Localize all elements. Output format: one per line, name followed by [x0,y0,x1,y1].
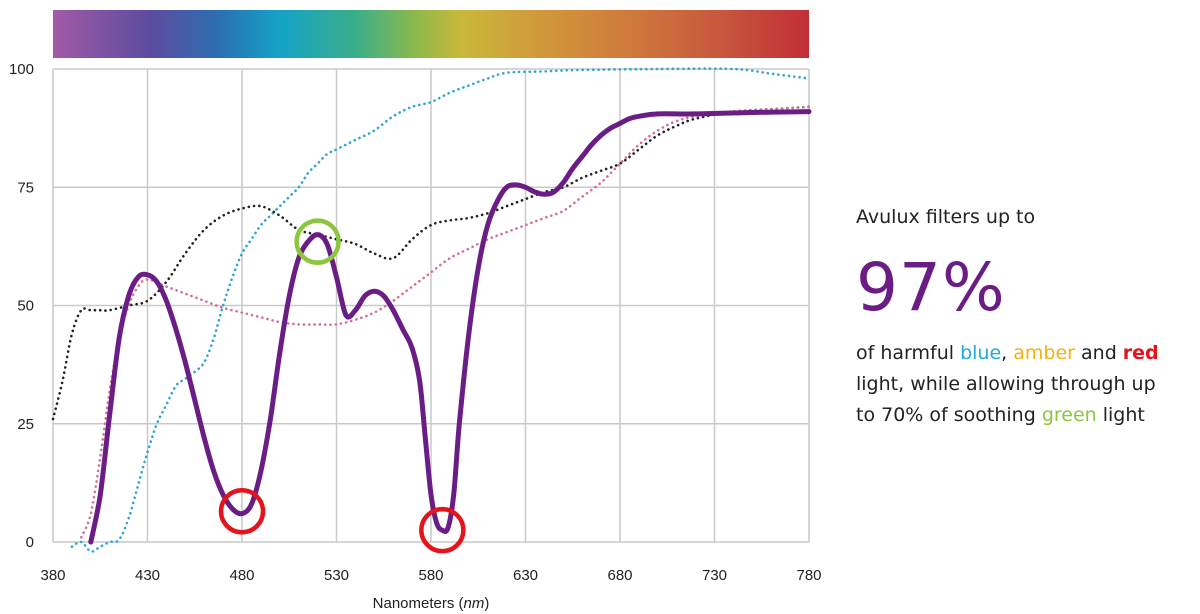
y-tick-label: 0 [26,534,34,551]
comparison-series-line [51,105,811,421]
x-tick-label: 580 [418,567,443,584]
info-panel: Avulux filters up to 97% of harmful blue… [856,204,1196,431]
green-word: green [1041,404,1097,426]
desc-text: , [1001,342,1014,364]
y-tick-label: 50 [17,298,34,315]
chart-series [51,67,812,553]
x-tick-label: 380 [40,567,65,584]
axis-ticks: 380 430 480 530 580 630 680 730 780 0 25 50 75 100 [9,61,822,584]
desc-text: light [1096,404,1145,426]
desc-text: of harmful [856,342,961,364]
y-tick-label: 25 [17,416,34,433]
highlight-marker [294,218,341,265]
description-line-2: light, while allowing through up [856,373,1156,395]
highlight-marker [419,506,466,554]
x-tick-label: 780 [796,567,821,584]
x-tick-label: 630 [513,567,538,584]
desc-text: and [1074,342,1123,364]
description-line-1: of harmful blue, amber and red [856,338,1196,369]
description-line-3: to 70% of soothing green light [856,400,1196,431]
x-tick-label: 480 [229,567,254,584]
intro-text: Avulux filters up to [856,206,1036,228]
comparison-series-line [80,105,811,539]
x-tick-label: 530 [324,567,349,584]
desc-text: to 70% of soothing [856,404,1042,426]
transmission-chart: 380 430 480 530 580 630 680 730 780 0 25 50 75 100 Na… [9,10,822,612]
blue-word: blue [960,342,1002,364]
y-tick-label: 100 [9,61,34,78]
x-axis-label: Nanometers (nm) [373,595,490,612]
percentage-headline: 97% [856,249,1006,326]
y-tick-label: 75 [17,179,34,196]
x-tick-label: 680 [607,567,632,584]
x-tick-label: 730 [702,567,727,584]
amber-word: amber [1013,342,1075,364]
highlight-marker [218,488,266,535]
red-word: red [1122,342,1159,364]
comparison-series-line [70,67,811,553]
chart-markers [218,218,466,554]
avulux-series-line [88,109,812,545]
spectrum-bar [53,10,809,58]
x-tick-label: 430 [135,567,160,584]
